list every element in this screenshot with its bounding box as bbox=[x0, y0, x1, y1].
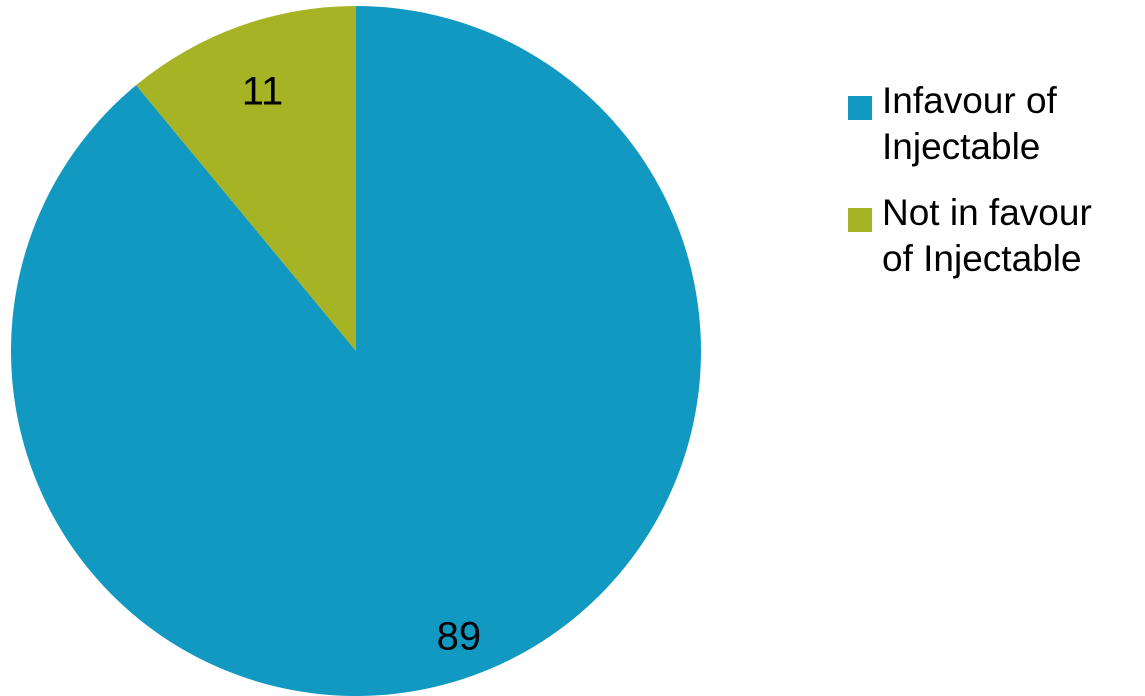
data-label-not-infavour: 11 bbox=[242, 69, 284, 113]
pie-slices bbox=[10, 6, 702, 696]
legend-label-infavour-line1: Infavour of bbox=[882, 80, 1057, 121]
legend-swatch-infavour bbox=[848, 96, 872, 120]
pie-slice-infavour bbox=[10, 6, 702, 696]
data-label-infavour: 89 bbox=[437, 615, 482, 659]
legend-item-infavour: Infavour of Injectable bbox=[848, 78, 1145, 170]
legend-label-infavour-line2: Injectable bbox=[882, 126, 1041, 167]
legend-label-not-infavour: Not in favour of Injectable bbox=[882, 190, 1137, 282]
legend: Infavour of Injectable Not in favour of … bbox=[848, 78, 1145, 302]
legend-swatch-not-infavour bbox=[848, 208, 872, 232]
legend-label-infavour: Infavour of Injectable bbox=[882, 78, 1137, 170]
legend-item-not-infavour: Not in favour of Injectable bbox=[848, 190, 1145, 282]
pie-data-labels: 89 11 bbox=[242, 69, 481, 658]
legend-label-not-infavour-line1: Not in favour bbox=[882, 192, 1092, 233]
legend-label-not-infavour-line2: of Injectable bbox=[882, 238, 1082, 279]
pie-slice-not-infavour bbox=[136, 6, 356, 351]
